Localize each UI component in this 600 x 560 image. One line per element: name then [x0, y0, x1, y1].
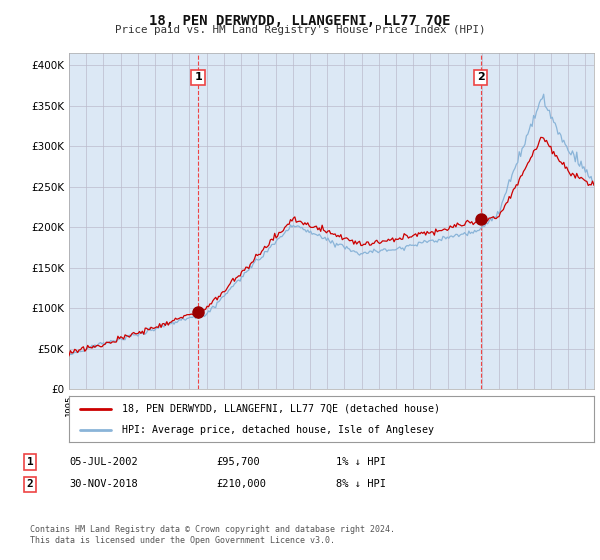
Text: Contains HM Land Registry data © Crown copyright and database right 2024.
This d: Contains HM Land Registry data © Crown c…	[30, 525, 395, 545]
Text: HPI: Average price, detached house, Isle of Anglesey: HPI: Average price, detached house, Isle…	[121, 425, 433, 435]
Text: 1: 1	[26, 457, 34, 467]
Text: 2: 2	[26, 479, 34, 489]
Text: 2: 2	[477, 72, 485, 82]
Text: £95,700: £95,700	[216, 457, 260, 467]
Text: 1% ↓ HPI: 1% ↓ HPI	[336, 457, 386, 467]
Text: 1: 1	[194, 72, 202, 82]
Text: 8% ↓ HPI: 8% ↓ HPI	[336, 479, 386, 489]
Text: 18, PEN DERWYDD, LLANGEFNI, LL77 7QE (detached house): 18, PEN DERWYDD, LLANGEFNI, LL77 7QE (de…	[121, 404, 439, 414]
Text: £210,000: £210,000	[216, 479, 266, 489]
Text: 30-NOV-2018: 30-NOV-2018	[69, 479, 138, 489]
Text: Price paid vs. HM Land Registry's House Price Index (HPI): Price paid vs. HM Land Registry's House …	[115, 25, 485, 35]
Text: 18, PEN DERWYDD, LLANGEFNI, LL77 7QE: 18, PEN DERWYDD, LLANGEFNI, LL77 7QE	[149, 14, 451, 28]
Text: 05-JUL-2002: 05-JUL-2002	[69, 457, 138, 467]
